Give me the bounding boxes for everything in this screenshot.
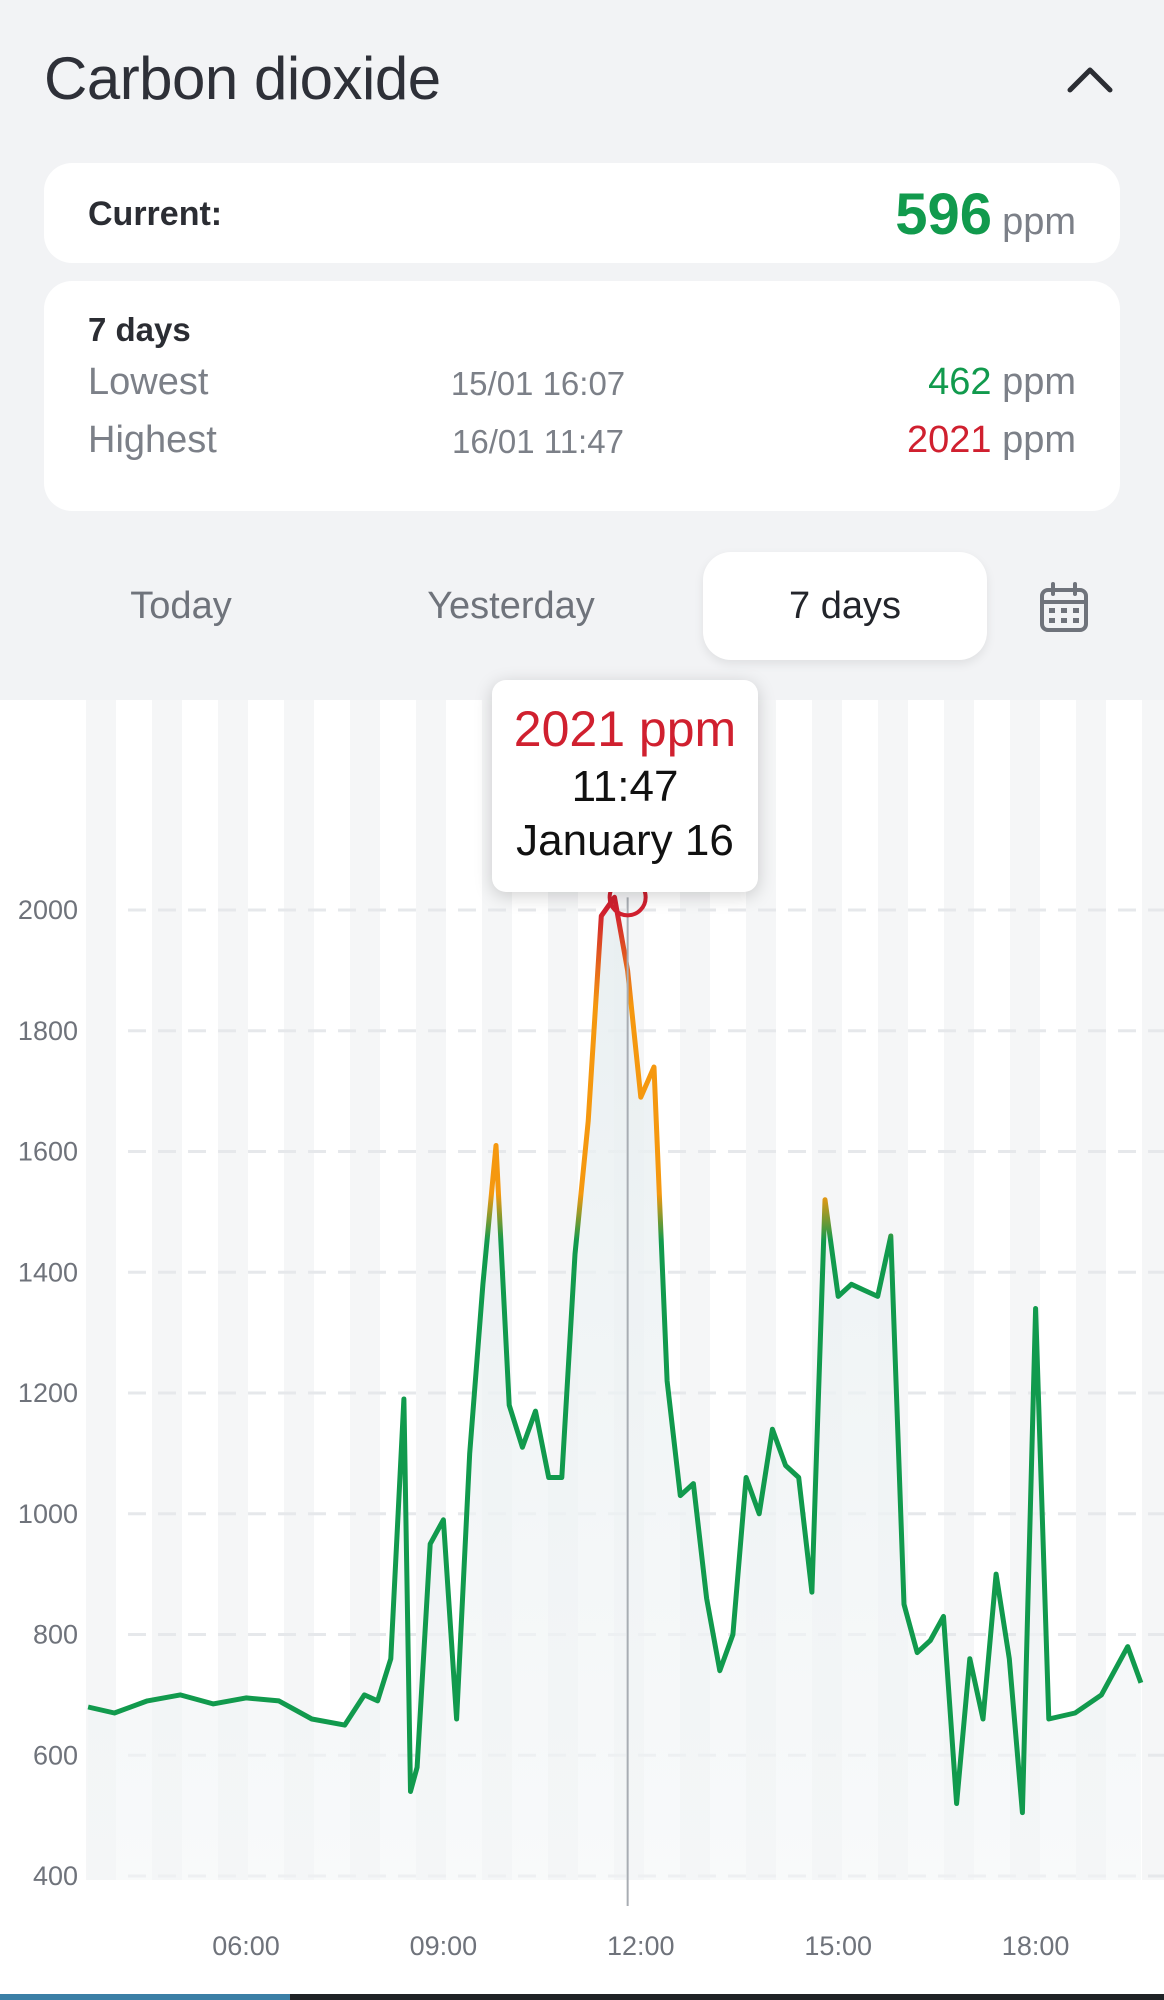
y-tick-label: 800 <box>33 1620 78 1650</box>
chart-band <box>350 700 380 1880</box>
chart-band <box>218 700 248 1880</box>
tab-yesterday[interactable]: Yesterday <box>427 585 595 627</box>
page-title: Carbon dioxide <box>44 45 441 112</box>
chevron-up-icon[interactable] <box>1062 56 1118 104</box>
y-tick-label: 600 <box>33 1740 78 1770</box>
co2-chart[interactable]: 2000 1800 1600 1400 1200 1000 800 600 400 06:00 0… <box>0 700 1164 2000</box>
y-tick-label: 1400 <box>18 1257 78 1287</box>
stats-card: 7 days Lowest 15/01 16:07 462 ppm Highes… <box>44 281 1120 511</box>
y-tick-label: 1600 <box>18 1137 78 1167</box>
tooltip-date: January 16 <box>516 816 734 865</box>
current-card: Current: 596 ppm <box>44 163 1120 263</box>
stats-title: 7 days <box>88 311 191 348</box>
x-tick-label: 12:00 <box>607 1931 675 1961</box>
calendar-icon[interactable] <box>1036 580 1092 636</box>
y-tick-label: 400 <box>33 1861 78 1891</box>
header: Carbon dioxide <box>0 0 1164 165</box>
chart-band <box>152 700 182 1880</box>
y-tick-label: 1200 <box>18 1378 78 1408</box>
home-indicator <box>0 1994 1164 2000</box>
highest-label: Highest <box>88 419 217 461</box>
range-tabs: Today Yesterday 7 days <box>0 552 1164 662</box>
tooltip-time: 11:47 <box>571 762 679 811</box>
highest-value-box: 2021 ppm <box>907 419 1076 462</box>
y-tick-label: 2000 <box>18 895 78 925</box>
home-indicator-segment <box>0 1994 290 2000</box>
current-unit: ppm <box>1002 201 1076 243</box>
lowest-unit: ppm <box>1002 361 1076 403</box>
lowest-date: 15/01 16:07 <box>450 365 626 402</box>
chart-band <box>86 700 116 1880</box>
current-value-box: 596 ppm <box>895 181 1076 248</box>
current-label: Current: <box>88 195 223 233</box>
lowest-value-box: 462 ppm <box>928 361 1076 404</box>
lowest-label: Lowest <box>88 361 209 403</box>
y-tick-label: 1800 <box>18 1016 78 1046</box>
current-value: 596 <box>895 182 993 247</box>
chart-area: 2000 1800 1600 1400 1200 1000 800 600 400 06:00 0… <box>0 700 1164 2000</box>
stat-row-lowest: Lowest 15/01 16:07 462 ppm <box>88 361 1076 409</box>
tooltip-value: 2021 ppm <box>513 701 737 757</box>
x-tick-label: 06:00 <box>212 1931 280 1961</box>
highest-unit: ppm <box>1002 419 1076 461</box>
x-tick-label: 18:00 <box>1002 1931 1070 1961</box>
x-tick-label: 15:00 <box>804 1931 872 1961</box>
stat-row-highest: Highest 16/01 11:47 2021 ppm <box>88 419 1076 467</box>
chart-band <box>1142 700 1164 1880</box>
lowest-value: 462 <box>928 361 992 403</box>
chart-tooltip: 2021 ppm 11:47 January 16 <box>492 680 758 892</box>
chart-area-fill <box>88 897 1141 1880</box>
y-tick-label: 1000 <box>18 1499 78 1529</box>
chart-band <box>1076 700 1106 1880</box>
chart-band <box>284 700 314 1880</box>
co2-series-line <box>87 894 1144 1816</box>
tab-today[interactable]: Today <box>130 585 232 627</box>
tab-7-days[interactable]: 7 days <box>703 552 987 660</box>
highest-value: 2021 <box>906 419 992 461</box>
x-tick-label: 09:00 <box>410 1931 478 1961</box>
highest-date: 16/01 11:47 <box>452 423 624 460</box>
